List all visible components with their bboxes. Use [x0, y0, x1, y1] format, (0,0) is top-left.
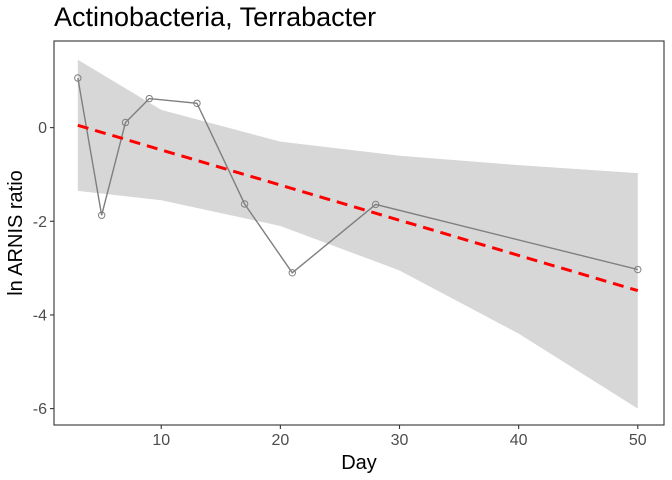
- x-tick-label: 50: [629, 432, 647, 449]
- y-tick-label: -4: [33, 307, 47, 324]
- observed-series-layer: [74, 74, 642, 277]
- observed-point: [145, 94, 154, 103]
- y-tick-label: 0: [38, 120, 47, 137]
- observed-line: [77, 77, 638, 274]
- observed-point: [97, 211, 106, 219]
- y-axis-title: ln ARNIS ratio: [5, 170, 27, 296]
- observed-point: [121, 118, 130, 127]
- observed-point: [240, 200, 249, 208]
- observed-point: [193, 99, 201, 107]
- chart-title: Actinobacteria, Terrabacter: [54, 2, 376, 32]
- x-tick-label: 40: [510, 432, 528, 449]
- x-tick-label: 10: [152, 432, 170, 449]
- fit-line-layer: [77, 123, 639, 293]
- fit-line: [77, 123, 639, 293]
- observed-point: [371, 200, 380, 209]
- observed-point: [634, 265, 642, 274]
- x-tick-label: 30: [391, 432, 409, 449]
- y-tick-label: -6: [33, 401, 47, 418]
- y-tick-label: -2: [33, 214, 47, 231]
- y-axis: 0 -2 -4 -6: [33, 120, 54, 418]
- x-axis-title: Day: [341, 452, 377, 474]
- x-axis: 10 20 30 40 50: [152, 425, 647, 449]
- x-tick-label: 20: [271, 432, 289, 449]
- plot-border: [53, 40, 665, 426]
- observed-point: [74, 74, 82, 82]
- observed-point: [288, 269, 296, 277]
